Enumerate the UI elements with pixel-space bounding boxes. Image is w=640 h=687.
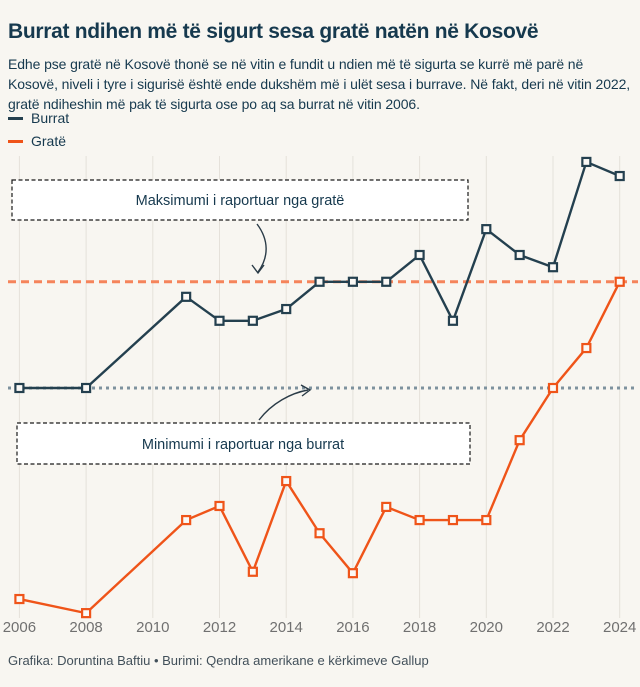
point-burrat-2018 (414, 249, 425, 261)
point-burrat-2023 (581, 156, 592, 168)
men-min-annotation-box (16, 422, 471, 465)
point-grat-2008 (80, 608, 92, 619)
x-tick-label-2010: 2010 (136, 619, 169, 636)
point-burrat-2021 (514, 249, 525, 261)
x-axis-labels-group: 2006 2008 2010 2012 2014 2016 2018 2020 2022 2024 (3, 619, 637, 636)
chart-subtitle: Edhe pse gratë në Kosovë thonë se në vit… (8, 56, 631, 112)
point-grat-2014 (281, 475, 292, 487)
x-tick-label-2022: 2022 (536, 619, 569, 636)
women-max-arrow (256, 223, 267, 273)
women-max-annotation-box (11, 179, 469, 221)
women-max-arrowhead-icon (251, 264, 265, 275)
point-burrat-2006 (14, 382, 25, 394)
legend-label-burrat: Burrat (31, 110, 70, 126)
legend-label-grate: Gratë (31, 133, 67, 149)
point-grat-2015 (314, 528, 325, 539)
point-grat-2023 (581, 342, 592, 354)
x-tick-label-2012: 2012 (203, 619, 236, 636)
point-burrat-2017 (381, 276, 392, 287)
point-burrat-2008 (80, 382, 92, 394)
point-burrat-2022 (547, 262, 559, 273)
legend-item-grate: Gratë (8, 133, 69, 149)
legend-item-burrat: Burrat (8, 110, 69, 126)
point-burrat-2024 (614, 170, 625, 182)
series-lines-group (18, 160, 621, 615)
men-min-arrow (258, 389, 309, 421)
point-grat-2019 (447, 514, 459, 526)
annotation-men-min: Minimumi i raportuar nga burrat (16, 384, 471, 465)
men-min-annotation-label: Minimumi i raportuar nga burrat (142, 437, 344, 453)
x-tick-label-2014: 2014 (270, 619, 303, 636)
point-burrat-2011 (181, 291, 192, 302)
point-burrat-2016 (347, 276, 358, 287)
line-grat (18, 280, 621, 615)
annotation-women-max: Maksimumi i raportuar nga gratë (11, 179, 469, 275)
safety-line-chart: 2006 2008 2010 2012 2014 2016 2018 2020 2022 2024… (3, 156, 638, 636)
point-burrat-2019 (447, 315, 459, 326)
point-grat-2017 (381, 501, 392, 513)
series-markers-group (14, 156, 625, 619)
point-burrat-2012 (214, 315, 225, 326)
x-tick-label-2006: 2006 (3, 619, 36, 636)
x-tick-label-2024: 2024 (603, 619, 636, 636)
point-burrat-2013 (247, 315, 258, 326)
point-grat-2024 (614, 276, 625, 287)
credit-line: Grafika: Doruntina Baftiu • Burimi: Qend… (8, 653, 429, 668)
point-grat-2022 (547, 382, 559, 394)
point-grat-2013 (247, 566, 258, 577)
point-burrat-2014 (281, 303, 292, 315)
point-burrat-2020 (481, 224, 492, 235)
point-grat-2011 (181, 514, 192, 526)
x-tick-label-2008: 2008 (69, 619, 102, 636)
page-title: Burrat ndihen më të sigurt sesa gratë na… (8, 20, 539, 44)
point-grat-2021 (514, 435, 525, 446)
line-burrat (18, 160, 621, 390)
point-grat-2018 (414, 514, 425, 526)
women-max-annotation-label: Maksimumi i raportuar nga gratë (136, 193, 345, 209)
point-burrat-2015 (314, 276, 325, 287)
x-tick-label-2018: 2018 (403, 619, 436, 636)
men-min-arrowhead-icon (300, 384, 312, 397)
x-tick-label-2020: 2020 (470, 619, 503, 636)
x-tick-label-2016: 2016 (336, 619, 369, 636)
burrat-line-swatch-icon (8, 116, 23, 120)
chart-area: 2006 2008 2010 2012 2014 2016 2018 2020 2022 2024… (0, 148, 640, 642)
point-grat-2012 (214, 500, 225, 512)
point-grat-2020 (481, 514, 492, 526)
legend: Burrat Gratë (8, 110, 69, 149)
point-grat-2006 (14, 593, 25, 605)
point-grat-2016 (347, 568, 358, 579)
gridlines-group (18, 156, 621, 618)
grate-line-swatch-icon (8, 139, 23, 143)
